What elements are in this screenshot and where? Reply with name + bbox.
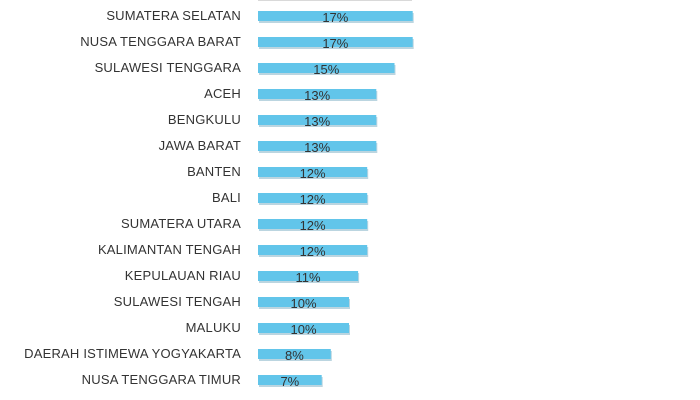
bar [258, 375, 322, 385]
bar [258, 219, 368, 229]
bar [258, 349, 331, 359]
category-label: NUSA TENGGARA BARAT [80, 34, 241, 49]
category-label: BANTEN [187, 164, 241, 179]
value-label: 10% [290, 322, 316, 337]
bar [258, 167, 368, 177]
category-label: SUMATERA UTARA [121, 216, 241, 231]
bar [258, 193, 368, 203]
bar [258, 37, 413, 47]
category-label: NUSA TENGGARA TIMUR [82, 372, 241, 387]
bar [258, 115, 377, 125]
bar [258, 323, 349, 333]
bar [258, 297, 349, 307]
value-label: 11% [296, 270, 321, 285]
category-label: KALIMANTAN TENGAH [98, 242, 241, 257]
value-label: 12% [300, 244, 326, 259]
value-label: 8% [285, 348, 304, 363]
category-label: SULAWESI TENGGARA [95, 60, 242, 75]
category-label: DAERAH ISTIMEWA YOGYAKARTA [24, 346, 241, 361]
value-labels-group: 17% 17% 15% 13% 13% 13% 12% 12% 12% 12% 11% 10% 10% 8… [280, 10, 348, 389]
value-label: 10% [290, 296, 316, 311]
bar [258, 245, 368, 255]
category-label: ACEH [204, 86, 241, 101]
bar [258, 141, 377, 151]
value-label: 13% [304, 88, 330, 103]
bar [258, 89, 377, 99]
bar [258, 63, 395, 73]
value-label: 12% [300, 192, 326, 207]
bars-group [258, 11, 414, 387]
bar [258, 11, 413, 21]
value-label: 17% [322, 10, 348, 25]
category-label: BALI [212, 190, 241, 205]
category-label: SUMATERA SELATAN [106, 8, 241, 23]
category-labels-group: SUMATERA SELATAN NUSA TENGGARA BARAT SULAW… [24, 8, 241, 387]
value-label: 13% [304, 114, 330, 129]
category-label: SULAWESI TENGAH [114, 294, 241, 309]
value-label: 12% [300, 218, 326, 233]
category-label: BENGKULU [168, 112, 241, 127]
category-label: KEPULAUAN RIAU [125, 268, 241, 283]
value-label: 7% [280, 374, 299, 389]
category-label: JAWA BARAT [159, 138, 241, 153]
value-label: 12% [300, 166, 326, 181]
value-label: 17% [322, 36, 348, 51]
category-label: MALUKU [186, 320, 241, 335]
value-label: 13% [304, 140, 330, 155]
bar [258, 271, 359, 281]
value-label: 15% [313, 62, 339, 77]
